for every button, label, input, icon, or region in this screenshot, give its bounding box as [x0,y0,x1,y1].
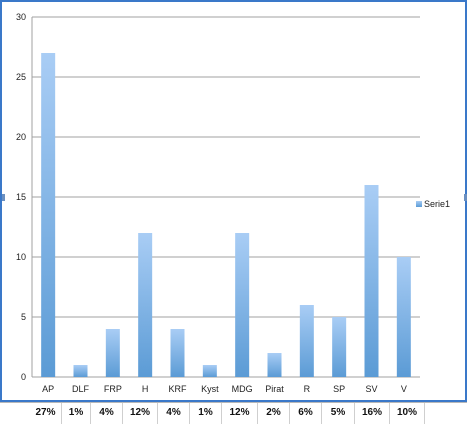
category-label: KRF [169,384,188,394]
category-label: Kyst [201,384,219,394]
y-tick-label: 10 [16,252,26,262]
category-label: SV [365,384,377,394]
bar-krf [170,329,185,377]
category-label: DLF [72,384,90,394]
y-tick-label: 5 [21,312,26,322]
y-tick-label: 20 [16,132,26,142]
bar-ap [41,53,56,377]
bar-h [138,233,153,377]
category-label: FRP [104,384,122,394]
percentage-cell[interactable]: 2% [258,403,290,424]
percentage-cell[interactable]: 6% [290,403,322,424]
bar-v [396,257,411,377]
category-label: R [304,384,311,394]
bar-mdg [235,233,250,377]
legend-label: Serie1 [424,199,450,209]
chart-frame[interactable]: 0 5 10 15 20 25 30 AP DLF FRP H KRF Kyst MDG Pirat R SP… [0,0,467,402]
category-label: Pirat [265,384,284,394]
percentage-cell[interactable]: 27% [30,403,62,424]
resize-handle-right[interactable] [464,194,467,201]
y-tick-label: 30 [16,12,26,22]
category-label: MDG [232,384,253,394]
resize-handle-left[interactable] [2,194,5,201]
bar-r [299,305,314,377]
bar-frp [105,329,120,377]
bar-chart: 0 5 10 15 20 25 30 AP DLF FRP H KRF Kyst MDG Pirat R SP… [16,12,450,394]
bar-pirat [267,353,282,377]
percentage-cell[interactable]: 5% [322,403,355,424]
y-tick-label: 0 [21,372,26,382]
bar-kyst [202,365,217,377]
percentage-cell[interactable]: 12% [222,403,258,424]
gridlines [31,16,420,378]
bar-dlf [73,365,88,377]
bar-sp [332,317,347,377]
category-label: H [142,384,149,394]
percentage-cell[interactable]: 1% [62,403,91,424]
x-axis-categories: AP DLF FRP H KRF Kyst MDG Pirat R SP SV V [42,384,407,394]
category-label: AP [42,384,54,394]
legend-swatch [416,201,422,207]
percentage-cell[interactable]: 16% [355,403,390,424]
percentage-cell[interactable]: 1% [190,403,222,424]
bar-sv [364,185,379,377]
percentage-cell[interactable]: 10% [390,403,425,424]
category-label: SP [333,384,345,394]
percentage-cell[interactable]: 4% [158,403,190,424]
percentage-cell[interactable]: 12% [123,403,158,424]
y-tick-label: 15 [16,192,26,202]
y-axis-ticks: 0 5 10 15 20 25 30 [16,12,26,382]
legend: Serie1 [416,199,450,209]
percentage-row: 27% 1% 4% 12% 4% 1% 12% 2% 6% 5% 16% 10% [0,402,467,424]
bars [41,53,411,377]
percentage-cell[interactable]: 4% [91,403,123,424]
y-tick-label: 25 [16,72,26,82]
category-label: V [401,384,407,394]
